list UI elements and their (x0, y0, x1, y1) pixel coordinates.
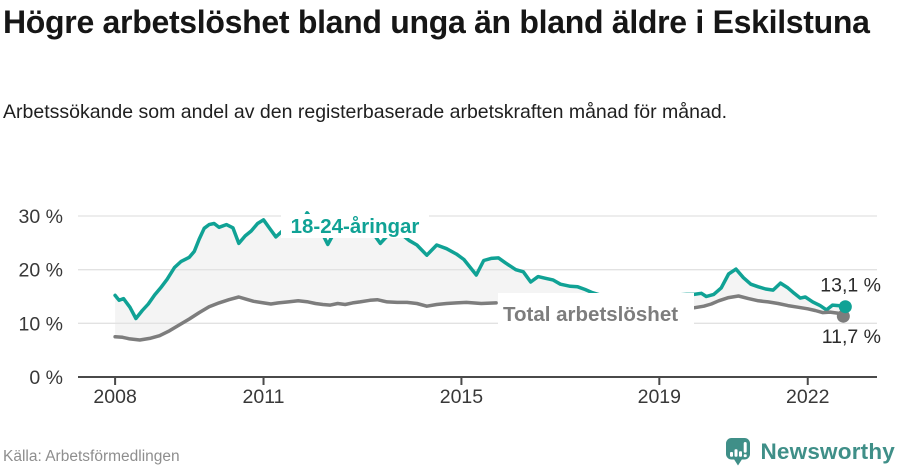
newsworthy-wordmark: Newsworthy (760, 439, 895, 464)
total-end-value-label: 11,7 % (822, 326, 881, 348)
total-series-label: Total arbetslöshet (503, 303, 678, 326)
total-series-line (113, 295, 498, 342)
newsworthy-icon (726, 438, 751, 466)
young-end-dot (838, 300, 852, 314)
x-axis-label: 2008 (93, 386, 136, 408)
young-label-halo (281, 214, 429, 238)
y-axis-label: 20 % (19, 260, 63, 282)
x-axis-label: 2015 (440, 386, 484, 408)
newsworthy-logo: Newsworthy (725, 437, 895, 467)
line-chart: 2008 2011 2015 2019 2022 0 % 10 % 20 % 30 % 18-24… (0, 195, 900, 427)
chart-canvas: 2008 2011 2015 2019 2022 0 % 10 % 20 % 30 % 18-24… (19, 206, 881, 408)
x-axis-label: 2011 (243, 386, 285, 408)
x-axis-label: 2019 (638, 386, 681, 408)
y-axis-label: 30 % (19, 206, 63, 228)
chart-subtitle: Arbetssökande som andel av den registerb… (3, 101, 728, 123)
y-axis-label: 0 % (29, 367, 63, 389)
page-title: Högre arbetslöshet bland unga än bland ä… (3, 4, 870, 40)
total-label-halo (498, 293, 694, 327)
young-series-line (677, 267, 848, 312)
total-series-line (692, 294, 848, 316)
between-series-area (115, 212, 846, 340)
source-text: Källa: Arbetsförmedlingen (3, 448, 180, 465)
young-series-label: 18-24-åringar (291, 215, 420, 238)
y-axis-label: 10 % (19, 313, 63, 335)
young-end-value-label: 13,1 % (820, 275, 881, 297)
x-axis-label: 2022 (786, 386, 829, 408)
young-series-line (113, 211, 615, 321)
